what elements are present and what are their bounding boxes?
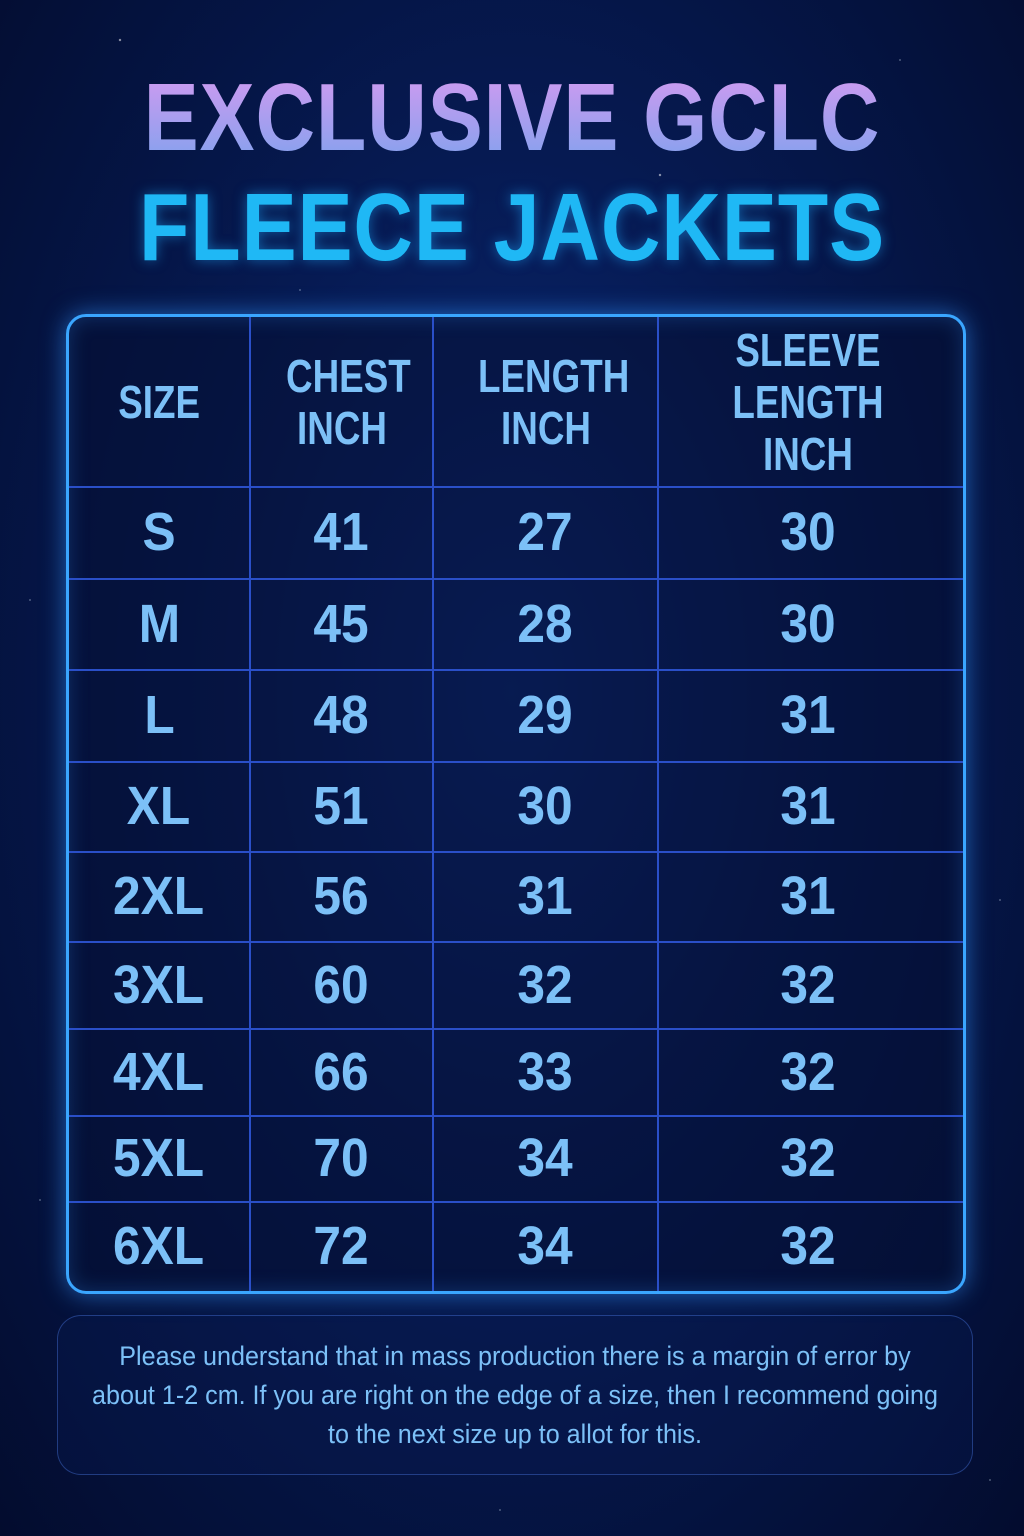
cell-chest: 51 — [251, 761, 434, 851]
table-row: 3XL 60 32 32 — [69, 941, 963, 1030]
table-row: M 45 28 30 — [69, 578, 963, 671]
cell-size-value: S — [142, 502, 176, 562]
cell-sleeve-value: 31 — [780, 776, 836, 836]
table-row: S 41 27 30 — [69, 486, 963, 580]
header-size: SIZE — [69, 317, 251, 486]
cell-chest-value: 56 — [313, 866, 370, 926]
cell-chest: 45 — [251, 578, 434, 669]
cell-length-value: 32 — [517, 954, 574, 1015]
cell-chest-value: 72 — [313, 1216, 370, 1276]
cell-length: 27 — [434, 486, 659, 578]
cell-chest-value: 45 — [313, 593, 370, 654]
table-row: 6XL 72 34 32 — [69, 1201, 963, 1291]
cell-length-value: 27 — [517, 502, 574, 562]
cell-chest: 41 — [251, 486, 434, 578]
cell-size: 3XL — [69, 941, 251, 1028]
table-row: 4XL 66 33 32 — [69, 1028, 963, 1117]
cell-chest-value: 41 — [313, 502, 370, 562]
cell-chest: 48 — [251, 669, 434, 761]
cell-sleeve-value: 30 — [780, 502, 836, 562]
cell-sleeve: 32 — [659, 941, 957, 1028]
cell-length-value: 34 — [517, 1128, 574, 1188]
cell-chest: 70 — [251, 1115, 434, 1201]
cell-chest: 60 — [251, 941, 434, 1028]
cell-chest: 66 — [251, 1028, 434, 1115]
cell-length: 34 — [434, 1115, 659, 1201]
cell-chest-value: 60 — [313, 954, 370, 1015]
cell-sleeve-value: 32 — [780, 1128, 836, 1188]
cell-sleeve: 31 — [659, 851, 957, 941]
cell-chest-value: 66 — [313, 1041, 370, 1102]
cell-chest-value: 51 — [313, 776, 370, 836]
cell-length-value: 28 — [517, 593, 574, 654]
table-row: 5XL 70 34 32 — [69, 1115, 963, 1203]
cell-size: 5XL — [69, 1115, 251, 1201]
cell-length: 28 — [434, 578, 659, 669]
cell-sleeve: 30 — [659, 578, 957, 669]
table-row: L 48 29 31 — [69, 669, 963, 763]
title-line-1: EXCLUSIVE GCLC — [72, 68, 953, 168]
header-sleeve: SLEEVE LENGTH INCH — [732, 323, 884, 480]
cell-chest: 56 — [251, 851, 434, 941]
size-chart-table: SIZE CHEST INCH LENGTH INCH SLEEVE LENGT… — [66, 314, 966, 1294]
cell-size: S — [69, 486, 251, 578]
cell-size: 2XL — [69, 851, 251, 941]
cell-sleeve: 30 — [659, 486, 957, 578]
cell-length-value: 34 — [517, 1216, 574, 1276]
cell-size: 6XL — [69, 1201, 251, 1291]
cell-size-value: 4XL — [113, 1041, 205, 1102]
cell-sleeve: 32 — [659, 1201, 957, 1291]
cell-sleeve: 32 — [659, 1028, 957, 1115]
cell-sleeve-value: 31 — [780, 685, 836, 745]
cell-size: 4XL — [69, 1028, 251, 1115]
table-header-row: SIZE CHEST INCH LENGTH INCH SLEEVE LENGT… — [69, 317, 963, 488]
cell-length: 34 — [434, 1201, 659, 1291]
cell-length: 29 — [434, 669, 659, 761]
cell-sleeve-value: 32 — [780, 1041, 836, 1102]
cell-sleeve-value: 30 — [780, 593, 836, 654]
cell-size-value: 5XL — [113, 1128, 205, 1188]
cell-size-value: 2XL — [113, 866, 205, 926]
cell-size-value: 3XL — [113, 954, 205, 1015]
table-row: 2XL 56 31 31 — [69, 851, 963, 943]
cell-size-value: L — [143, 685, 175, 745]
cell-length: 30 — [434, 761, 659, 851]
cell-sleeve-value: 32 — [780, 954, 836, 1015]
cell-chest-value: 48 — [313, 685, 370, 745]
cell-size-value: XL — [127, 776, 191, 836]
cell-length-value: 30 — [517, 776, 574, 836]
table-row: XL 51 30 31 — [69, 761, 963, 853]
cell-length: 31 — [434, 851, 659, 941]
cell-chest: 72 — [251, 1201, 434, 1291]
header-length: LENGTH INCH — [434, 317, 659, 486]
cell-sleeve-value: 31 — [780, 866, 836, 926]
cell-length-value: 31 — [517, 866, 574, 926]
title-line-2: FLEECE JACKETS — [138, 174, 885, 281]
cell-size-value: M — [138, 593, 180, 654]
cell-size: L — [69, 669, 251, 761]
cell-length-value: 33 — [517, 1041, 574, 1102]
cell-sleeve: 31 — [659, 761, 957, 851]
cell-size: XL — [69, 761, 251, 851]
disclaimer-text: Please understand that in mass productio… — [92, 1340, 938, 1449]
cell-length: 33 — [434, 1028, 659, 1115]
header-chest: CHEST INCH — [251, 317, 434, 486]
cell-chest-value: 70 — [313, 1128, 370, 1188]
cell-sleeve: 32 — [659, 1115, 957, 1201]
cell-size: M — [69, 578, 251, 669]
cell-size-value: 6XL — [113, 1216, 205, 1276]
cell-length-value: 29 — [517, 685, 574, 745]
cell-sleeve: 31 — [659, 669, 957, 761]
cell-sleeve-value: 32 — [780, 1216, 836, 1276]
cell-length: 32 — [434, 941, 659, 1028]
disclaimer-note: Please understand that in mass productio… — [57, 1315, 973, 1475]
